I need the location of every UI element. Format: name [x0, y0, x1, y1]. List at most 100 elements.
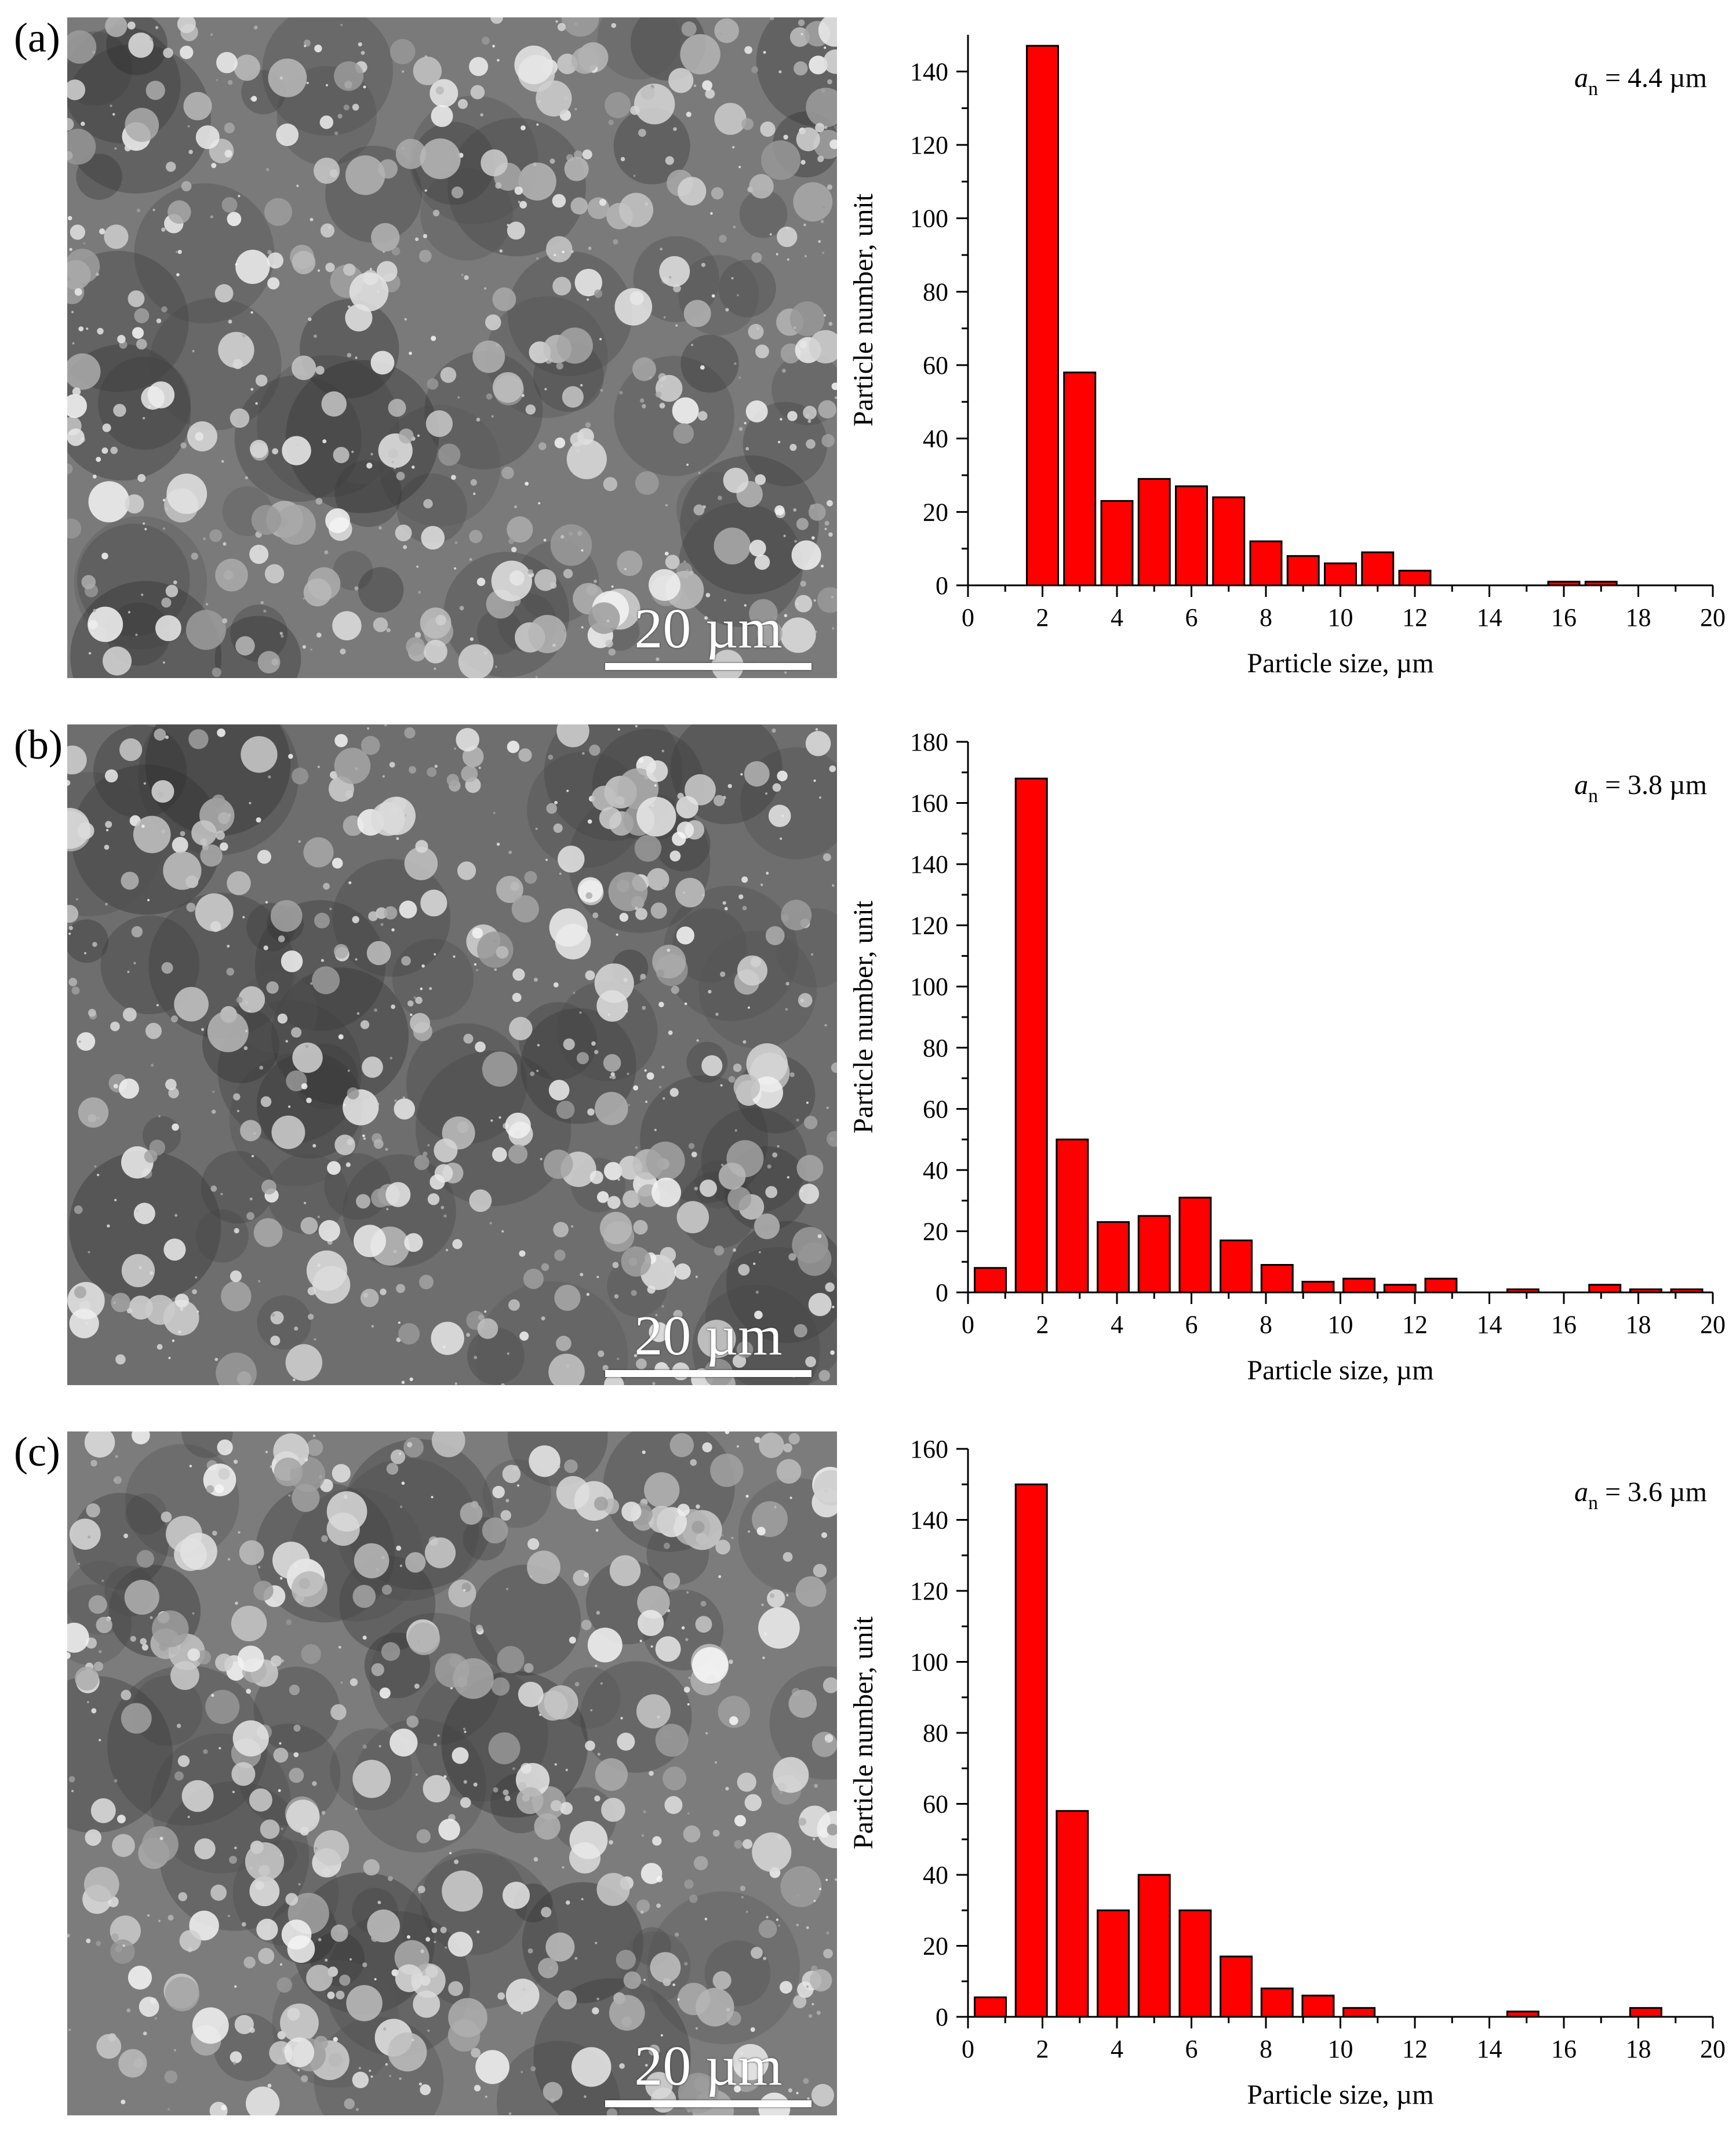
particle [212, 794, 225, 808]
particle [187, 1330, 191, 1334]
particle [613, 239, 618, 245]
particle [507, 1352, 509, 1355]
particle [438, 443, 461, 466]
particle [660, 1247, 676, 1263]
particle [803, 223, 806, 227]
particle [454, 1382, 457, 1385]
particle [345, 1162, 351, 1167]
particle [388, 2032, 427, 2072]
particle [270, 1311, 284, 1325]
particle [430, 1174, 445, 1190]
particle [574, 1682, 580, 1686]
particle [237, 1645, 264, 1673]
particle [788, 1689, 817, 1718]
particle [67, 260, 91, 290]
particle [211, 1109, 216, 1114]
particle [302, 645, 306, 649]
particle [166, 161, 176, 172]
particle [227, 871, 251, 895]
y-tick-label: 100 [910, 205, 948, 233]
particle [369, 268, 372, 271]
particle [304, 45, 307, 48]
particle [815, 123, 825, 133]
particle [813, 1470, 837, 1506]
particle [554, 253, 556, 257]
particle [549, 158, 555, 164]
dark-region [467, 1327, 525, 1385]
particle [267, 277, 280, 290]
particle [264, 198, 292, 226]
particle [328, 2053, 343, 2067]
particle [595, 1758, 628, 1791]
particle [320, 223, 335, 238]
particle [81, 575, 96, 589]
particle [798, 19, 805, 27]
particle [562, 386, 584, 408]
particle [258, 1280, 261, 1283]
particle [158, 1114, 161, 1118]
particle [172, 1123, 179, 1131]
particle [508, 1299, 520, 1311]
dark-region [597, 17, 680, 80]
particle [791, 540, 821, 570]
particle [216, 1352, 257, 1385]
particle [665, 504, 668, 507]
particle [362, 1962, 367, 1968]
particle [509, 1017, 533, 1041]
panel-c-micrograph-texture [67, 1431, 837, 2115]
particle [596, 1873, 630, 1906]
particle [655, 391, 662, 398]
x-tick-label: 16 [1551, 2035, 1577, 2063]
particle [293, 1378, 296, 1382]
particle [180, 442, 187, 449]
histogram-bar [1584, 581, 1618, 587]
particle [718, 1575, 722, 1579]
particle [780, 837, 783, 840]
particle [380, 1288, 387, 1295]
particle [511, 547, 517, 552]
particle [263, 609, 267, 613]
particle [445, 1946, 447, 1949]
particle [288, 753, 293, 759]
particle [430, 79, 458, 108]
particle [807, 419, 811, 423]
particle [107, 1224, 110, 1228]
particle [585, 892, 593, 899]
particle [675, 877, 705, 908]
particle [684, 1347, 687, 1350]
particle [505, 1979, 540, 2012]
particle [123, 1533, 129, 1539]
particle [448, 1981, 463, 1997]
particle [740, 773, 743, 776]
mean-size-annotation: an = 4.4 µm [1574, 63, 1707, 100]
particle [747, 1006, 751, 1009]
particle [249, 439, 268, 458]
particle [386, 1463, 399, 1475]
particle [117, 1815, 126, 1824]
particle [352, 1584, 376, 1608]
panel-a-micrograph-texture [67, 17, 837, 678]
particle [101, 552, 108, 560]
particle [751, 1947, 763, 1959]
particle [334, 131, 339, 136]
particle [83, 242, 86, 245]
particle [423, 1151, 428, 1157]
particle [550, 524, 592, 566]
particle [106, 829, 109, 832]
particle [124, 1580, 159, 1615]
particle [129, 1007, 132, 1010]
particle [722, 901, 726, 905]
particle [828, 322, 833, 326]
particle [555, 20, 558, 23]
particle [489, 1222, 492, 1225]
histogram-bar [1342, 1277, 1376, 1294]
particle [139, 1997, 159, 2017]
particle [478, 766, 481, 769]
particle [416, 1829, 431, 1844]
particle [585, 970, 595, 981]
particle [292, 1484, 320, 1512]
particle [501, 1383, 505, 1385]
histogram-bar [974, 1267, 1007, 1294]
particle [774, 505, 785, 516]
particle [485, 314, 501, 331]
